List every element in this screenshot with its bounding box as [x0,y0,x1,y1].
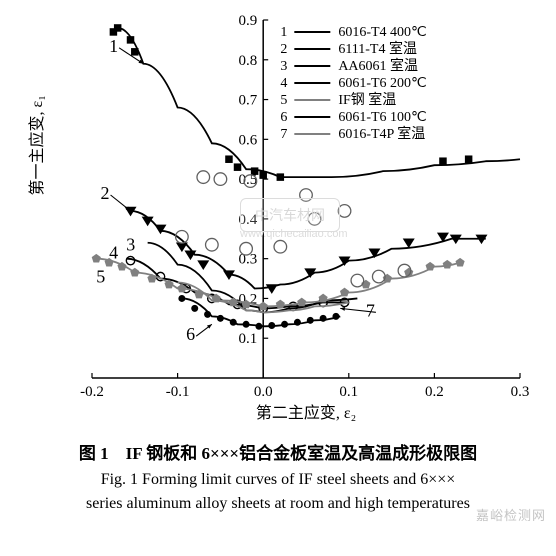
svg-text:5: 5 [280,93,287,108]
svg-text:1: 1 [109,36,118,56]
svg-text:0.4: 0.4 [238,212,257,228]
svg-text:2: 2 [101,183,110,203]
svg-text:第一主应变, ε₁: 第一主应变, ε₁ [27,95,46,195]
svg-text:2: 2 [280,42,287,57]
svg-text:6: 6 [186,324,195,344]
svg-text:0.3: 0.3 [238,252,257,268]
caption-chinese: 图 1 IF 钢板和 6×××铝合金板室温及高温成形极限图 [24,440,532,468]
svg-text:0.6: 0.6 [238,132,257,148]
figure-caption: 图 1 IF 钢板和 6×××铝合金板室温及高温成形极限图 Fig. 1 For… [0,440,556,516]
svg-text:6061-T6 100℃: 6061-T6 100℃ [338,110,426,125]
svg-text:6016-T4P 室温: 6016-T4P 室温 [338,125,425,142]
svg-text:7: 7 [366,300,375,320]
svg-text:6016-T4 400℃: 6016-T4 400℃ [338,25,426,40]
svg-text:6: 6 [280,110,287,125]
svg-text:0.9: 0.9 [238,13,257,29]
svg-text:6061-T6 200℃: 6061-T6 200℃ [338,76,426,91]
svg-text:AA6061 室温: AA6061 室温 [338,57,418,74]
svg-text:0.1: 0.1 [339,384,358,400]
svg-text:-0.1: -0.1 [166,384,190,400]
svg-text:1: 1 [280,25,287,40]
svg-text:3: 3 [280,59,287,74]
chart-svg: -0.2-0.10.00.10.20.30.10.20.30.40.50.60.… [20,8,536,428]
caption-english-line1: Fig. 1 Forming limit curves of IF steel … [24,468,532,492]
svg-text:6111-T4 室温: 6111-T4 室温 [338,40,417,57]
svg-text:0.7: 0.7 [238,93,257,109]
forming-limit-chart: -0.2-0.10.00.10.20.30.10.20.30.40.50.60.… [20,8,536,428]
caption-english-line2: series aluminum alloy sheets at room and… [24,492,532,516]
svg-text:0.0: 0.0 [254,384,273,400]
svg-text:7: 7 [280,127,287,142]
svg-text:0.2: 0.2 [425,384,444,400]
svg-text:IF钢 室温: IF钢 室温 [338,91,396,108]
svg-text:0.3: 0.3 [511,384,530,400]
watermark-bottom-right: 嘉峪检测网 [476,505,546,524]
svg-text:3: 3 [126,235,135,255]
svg-text:4: 4 [280,76,287,91]
svg-text:5: 5 [96,267,105,287]
svg-text:第二主应变, ε₂: 第二主应变, ε₂ [256,403,356,422]
svg-text:4: 4 [109,243,118,263]
svg-text:0.1: 0.1 [238,331,257,347]
svg-text:0.8: 0.8 [238,53,257,69]
svg-text:-0.2: -0.2 [80,384,104,400]
